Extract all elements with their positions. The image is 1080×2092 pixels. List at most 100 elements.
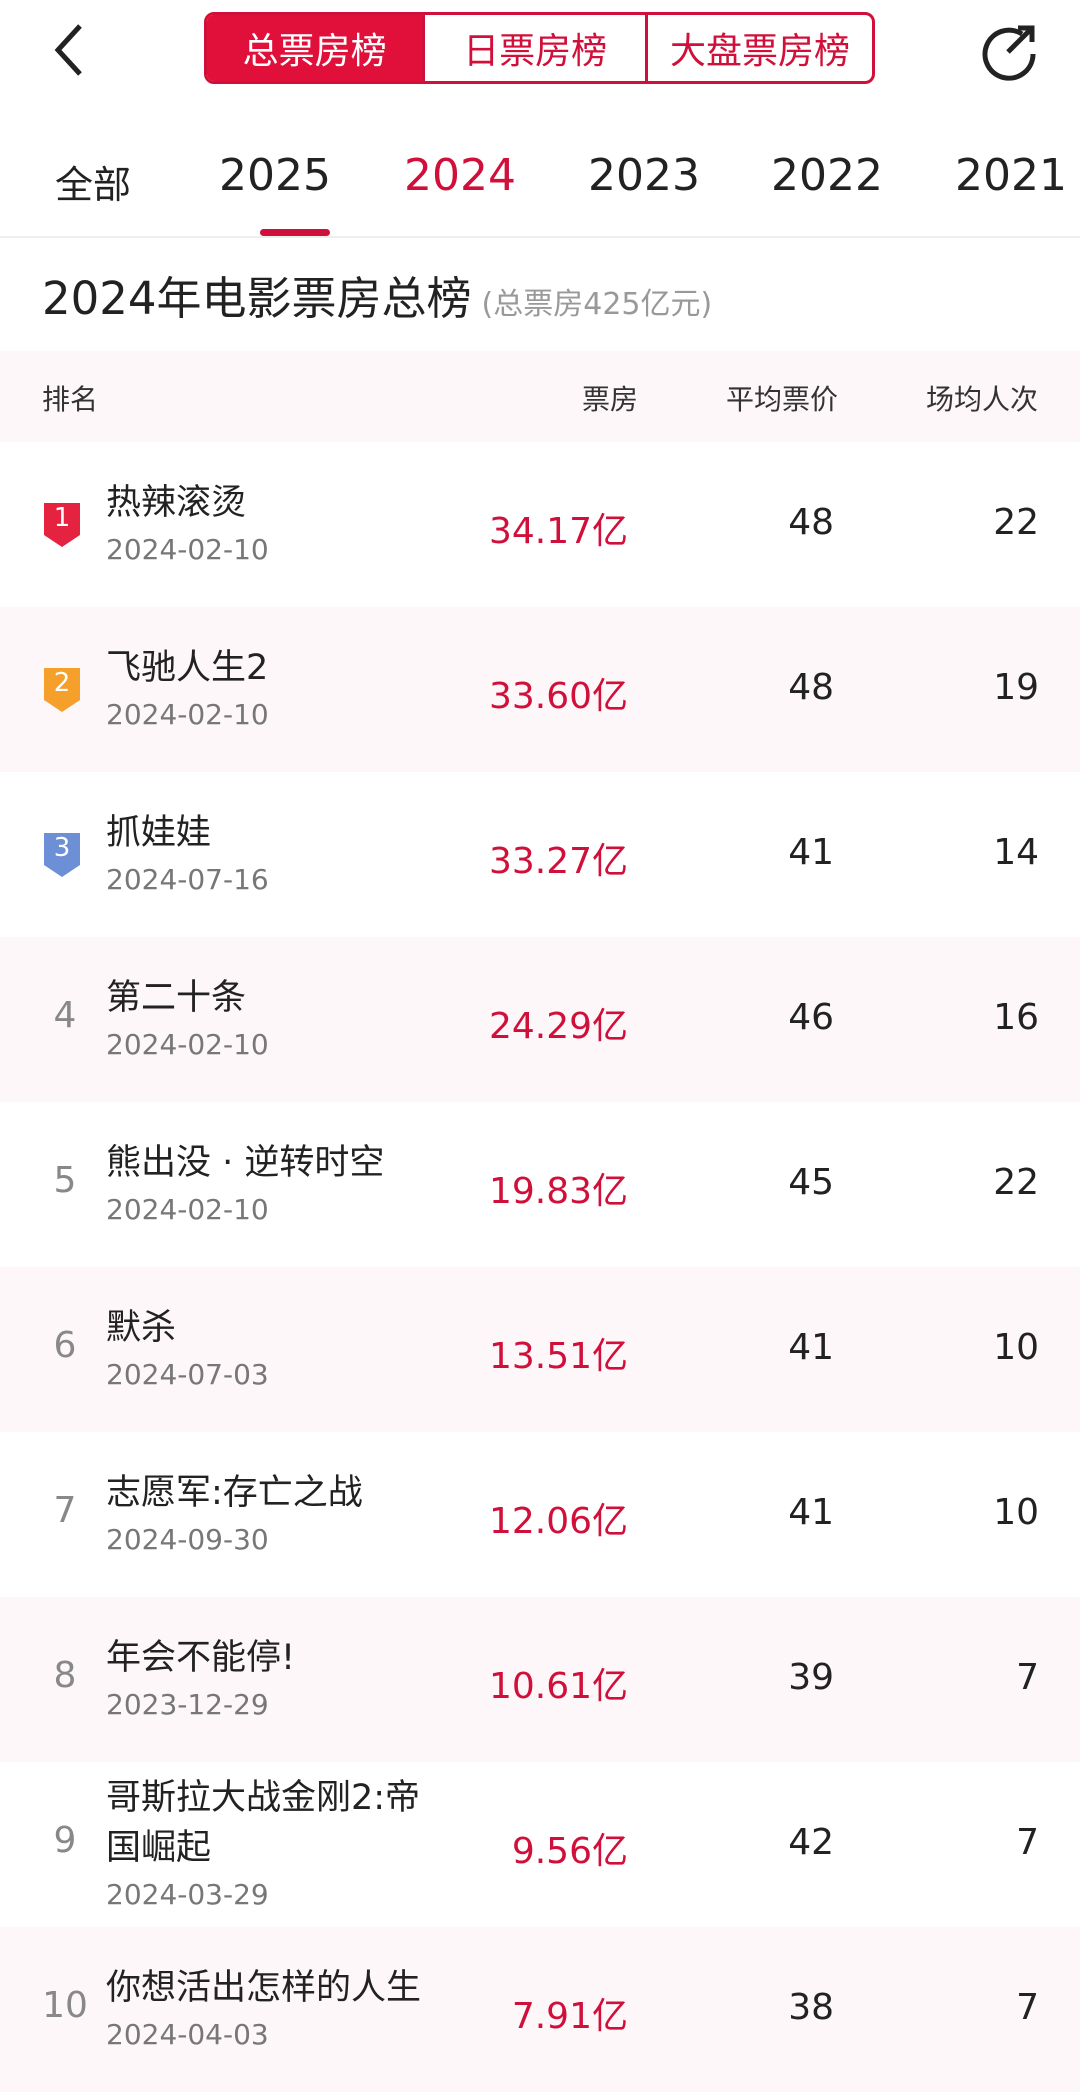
back-button[interactable] bbox=[44, 20, 94, 80]
release-date: 2024-02-10 bbox=[106, 1192, 269, 1226]
rank: 3 bbox=[53, 833, 71, 863]
release-date: 2024-07-16 bbox=[106, 862, 269, 896]
movie-info: 飞驰人生2 2024-02-10 bbox=[106, 607, 436, 772]
avg-price: 45 bbox=[788, 1162, 834, 1203]
release-date: 2024-03-29 bbox=[106, 1877, 269, 1911]
rank: 4 bbox=[53, 995, 77, 1036]
rank: 5 bbox=[53, 1160, 77, 1201]
table-row[interactable]: 4 第二十条 2024-02-10 24.29亿 46 16 bbox=[0, 937, 1080, 1102]
refresh-button[interactable] bbox=[978, 20, 1040, 82]
avg-attendance: 7 bbox=[1016, 1822, 1039, 1863]
subtitle: (总票房425亿元) bbox=[481, 287, 713, 322]
year-tab[interactable]: 2024 bbox=[404, 150, 516, 201]
year-tab[interactable]: 2025 bbox=[219, 150, 331, 201]
header-cell: 排名 bbox=[42, 383, 99, 416]
avg-price: 41 bbox=[788, 1492, 834, 1533]
box-office: 33.60亿 bbox=[488, 676, 628, 717]
release-date: 2024-02-10 bbox=[106, 1027, 269, 1061]
release-date: 2024-02-10 bbox=[106, 697, 269, 731]
movie-title: 热辣滚烫 bbox=[106, 482, 247, 523]
movie-info: 抓娃娃 2024-07-16 bbox=[106, 772, 436, 937]
table-row[interactable]: 8 年会不能停! 2023-12-29 10.61亿 39 7 bbox=[0, 1597, 1080, 1762]
release-date: 2024-04-03 bbox=[106, 2017, 269, 2051]
box-office: 34.17亿 bbox=[488, 511, 628, 552]
movie-title: 熊出没 · 逆转时空 bbox=[106, 1142, 385, 1183]
tab-underline bbox=[260, 229, 330, 236]
box-office: 24.29亿 bbox=[488, 1006, 628, 1047]
avg-price: 46 bbox=[788, 997, 834, 1038]
avg-attendance: 7 bbox=[1016, 1987, 1039, 2028]
movie-info: 默杀 2024-07-03 bbox=[106, 1267, 436, 1432]
rank: 8 bbox=[53, 1655, 77, 1696]
movie-title: 飞驰人生2 bbox=[106, 647, 269, 688]
table-row[interactable]: 5 熊出没 · 逆转时空 2024-02-10 19.83亿 45 22 bbox=[0, 1102, 1080, 1267]
movie-info: 热辣滚烫 2024-02-10 bbox=[106, 442, 436, 607]
movie-title: 志愿军:存亡之战 bbox=[106, 1472, 363, 1513]
avg-attendance: 10 bbox=[993, 1327, 1039, 1368]
avg-price: 38 bbox=[788, 1987, 834, 2028]
header-cell: 平均票价 bbox=[725, 383, 838, 416]
rank: 6 bbox=[53, 1325, 77, 1366]
box-office: 33.27亿 bbox=[488, 841, 628, 882]
table-row[interactable]: 7 志愿军:存亡之战 2024-09-30 12.06亿 41 10 bbox=[0, 1432, 1080, 1597]
movie-title: 默杀 bbox=[106, 1307, 177, 1348]
box-office: 7.91亿 bbox=[511, 1996, 628, 2037]
rank: 7 bbox=[53, 1490, 77, 1531]
list-title: 2024年电影票房总榜 (总票房425亿元) bbox=[42, 262, 712, 327]
rank: 1 bbox=[53, 503, 71, 533]
movie-info: 年会不能停! 2023-12-29 bbox=[106, 1597, 436, 1762]
movie-title: 第二十条 bbox=[106, 977, 247, 1018]
tab[interactable]: 大盘票房榜 bbox=[644, 15, 872, 81]
rank-badge: 3 bbox=[40, 829, 84, 879]
avg-attendance: 16 bbox=[993, 997, 1039, 1038]
avg-price: 41 bbox=[788, 832, 834, 873]
tab-bar: 总票房榜 日票房榜 大盘票房榜 bbox=[204, 12, 875, 84]
release-date: 2023-12-29 bbox=[106, 1687, 269, 1721]
header-cell: 票房 bbox=[581, 383, 638, 416]
release-date: 2024-02-10 bbox=[106, 532, 269, 566]
year-tab[interactable]: 2023 bbox=[588, 150, 700, 201]
avg-price: 42 bbox=[788, 1822, 834, 1863]
tab[interactable]: 总票房榜 bbox=[207, 15, 423, 81]
box-office: 12.06亿 bbox=[488, 1501, 628, 1542]
header-cell: 场均人次 bbox=[925, 383, 1038, 416]
rank: 10 bbox=[42, 1985, 88, 2026]
year-tab[interactable]: 全部 bbox=[54, 163, 132, 207]
title: 2024年电影票房总榜 bbox=[42, 272, 472, 325]
rank: 2 bbox=[53, 668, 71, 698]
avg-price: 48 bbox=[788, 667, 834, 708]
movie-info: 志愿军:存亡之战 2024-09-30 bbox=[106, 1432, 436, 1597]
table-row[interactable]: 10 你想活出怎样的人生 2024-04-03 7.91亿 38 7 bbox=[0, 1927, 1080, 2092]
divider bbox=[0, 236, 1080, 238]
year-tab[interactable]: 2021 bbox=[955, 150, 1067, 201]
release-date: 2024-09-30 bbox=[106, 1522, 269, 1556]
movie-info: 你想活出怎样的人生 2024-04-03 bbox=[106, 1927, 436, 2092]
movie-title: 年会不能停! bbox=[106, 1637, 296, 1678]
box-office: 10.61亿 bbox=[488, 1666, 628, 1707]
table-row[interactable]: 6 默杀 2024-07-03 13.51亿 41 10 bbox=[0, 1267, 1080, 1432]
rank-badge: 2 bbox=[40, 664, 84, 714]
release-date: 2024-07-03 bbox=[106, 1357, 269, 1391]
rank: 9 bbox=[53, 1820, 77, 1861]
movie-title: 你想活出怎样的人生 bbox=[106, 1967, 422, 2008]
table-row[interactable]: 2 飞驰人生2 2024-02-10 33.60亿 48 19 bbox=[0, 607, 1080, 772]
avg-price: 39 bbox=[788, 1657, 834, 1698]
movie-title: 哥斯拉大战金刚2:帝国崛起 bbox=[106, 1777, 421, 1868]
box-office: 13.51亿 bbox=[488, 1336, 628, 1377]
tab[interactable]: 日票房榜 bbox=[422, 15, 645, 81]
box-office: 9.56亿 bbox=[511, 1831, 628, 1872]
avg-attendance: 7 bbox=[1016, 1657, 1039, 1698]
movie-info: 第二十条 2024-02-10 bbox=[106, 937, 436, 1102]
avg-attendance: 22 bbox=[993, 1162, 1039, 1203]
table-row[interactable]: 1 热辣滚烫 2024-02-10 34.17亿 48 22 bbox=[0, 442, 1080, 607]
avg-attendance: 22 bbox=[993, 502, 1039, 543]
avg-attendance: 10 bbox=[993, 1492, 1039, 1533]
table-row[interactable]: 9 哥斯拉大战金刚2:帝国崛起 2024-03-29 9.56亿 42 7 bbox=[0, 1762, 1080, 1927]
avg-attendance: 14 bbox=[993, 832, 1039, 873]
year-tab[interactable]: 2022 bbox=[771, 150, 883, 201]
table-header bbox=[0, 351, 1080, 442]
movie-title: 抓娃娃 bbox=[106, 812, 212, 853]
movie-info: 熊出没 · 逆转时空 2024-02-10 bbox=[106, 1102, 436, 1267]
table-row[interactable]: 3 抓娃娃 2024-07-16 33.27亿 41 14 bbox=[0, 772, 1080, 937]
